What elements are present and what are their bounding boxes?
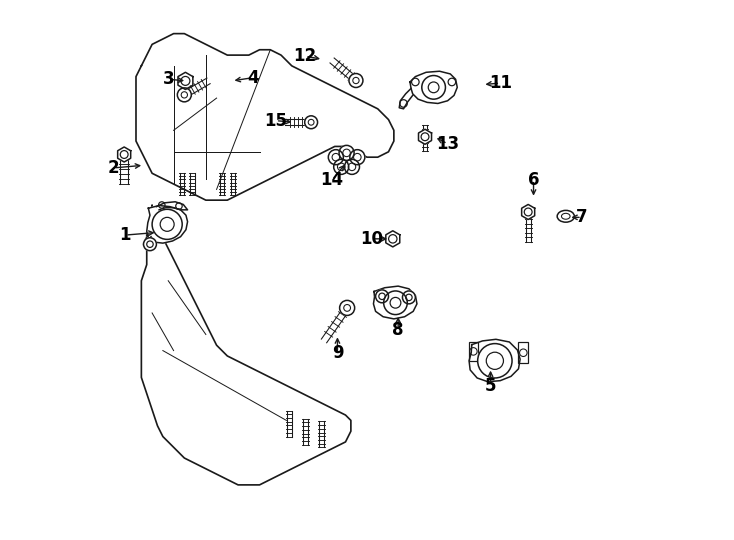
Polygon shape	[399, 89, 413, 109]
Circle shape	[152, 210, 182, 239]
Circle shape	[384, 291, 407, 315]
Circle shape	[120, 151, 128, 158]
Text: 11: 11	[489, 74, 512, 92]
Text: 5: 5	[485, 376, 496, 395]
Circle shape	[339, 145, 354, 160]
Polygon shape	[144, 235, 156, 249]
Polygon shape	[142, 206, 351, 485]
Text: 8: 8	[393, 321, 404, 339]
Text: 2: 2	[108, 159, 119, 177]
Ellipse shape	[562, 213, 570, 219]
Text: 12: 12	[294, 47, 317, 65]
Text: 3: 3	[162, 70, 174, 88]
Text: 7: 7	[576, 208, 588, 226]
Bar	[469, 342, 478, 361]
Text: 4: 4	[247, 69, 259, 87]
Text: 14: 14	[321, 171, 344, 189]
Circle shape	[422, 76, 446, 99]
Ellipse shape	[557, 211, 575, 222]
Text: 15: 15	[264, 112, 287, 130]
Polygon shape	[117, 147, 131, 162]
Polygon shape	[136, 33, 394, 200]
Polygon shape	[178, 72, 193, 90]
Polygon shape	[374, 286, 417, 319]
Circle shape	[340, 300, 355, 315]
Circle shape	[402, 291, 415, 304]
Circle shape	[328, 150, 344, 165]
Circle shape	[421, 133, 429, 141]
Circle shape	[181, 77, 190, 85]
Bar	[518, 342, 528, 363]
Text: 9: 9	[332, 345, 344, 362]
Circle shape	[334, 159, 349, 174]
Polygon shape	[386, 231, 400, 247]
Circle shape	[349, 73, 363, 87]
Polygon shape	[147, 206, 188, 243]
Circle shape	[478, 343, 512, 378]
Text: 6: 6	[528, 171, 539, 189]
Circle shape	[344, 159, 360, 174]
Text: 10: 10	[360, 230, 383, 248]
Text: 13: 13	[436, 135, 459, 153]
Circle shape	[376, 290, 388, 303]
Polygon shape	[469, 339, 520, 382]
Circle shape	[305, 116, 318, 129]
Text: 1: 1	[120, 226, 131, 244]
Circle shape	[524, 208, 532, 216]
Circle shape	[350, 150, 365, 165]
Polygon shape	[522, 205, 534, 219]
Circle shape	[388, 235, 397, 243]
Circle shape	[144, 238, 156, 251]
Circle shape	[178, 88, 192, 102]
Polygon shape	[410, 71, 457, 104]
Polygon shape	[418, 129, 432, 144]
Polygon shape	[156, 202, 188, 210]
